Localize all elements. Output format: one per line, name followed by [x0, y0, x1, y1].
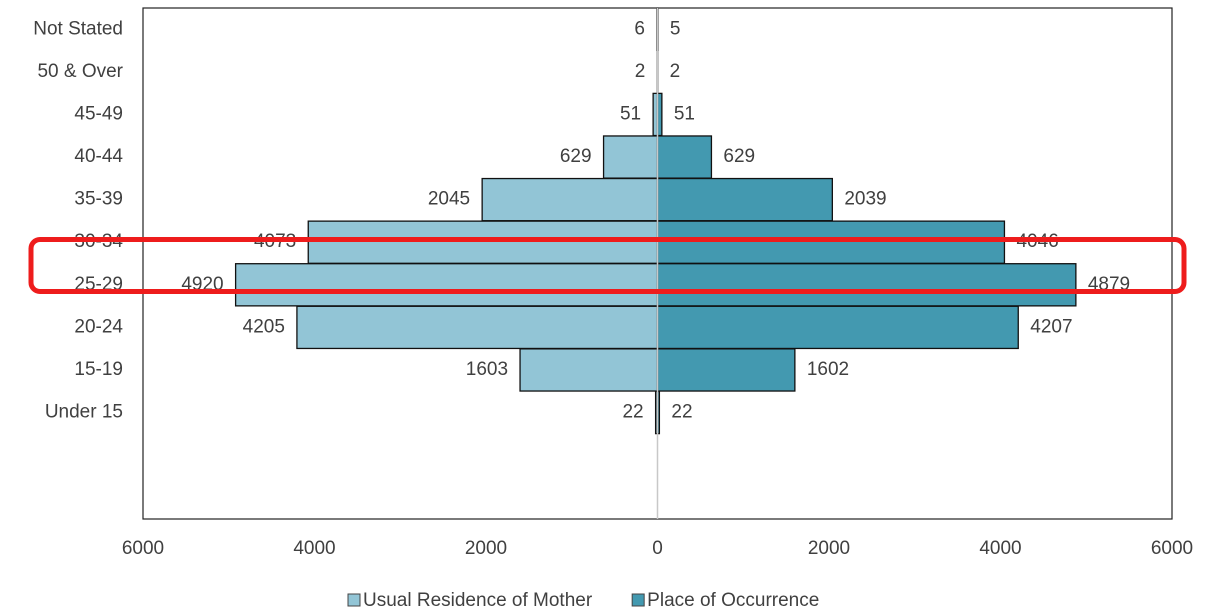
y-tick-label: Under 15 [45, 402, 123, 423]
bar [519, 348, 659, 392]
bar [296, 305, 659, 350]
bar [656, 177, 833, 222]
data-label: 51 [674, 103, 695, 124]
data-label: 4205 [243, 316, 285, 337]
legend-swatch [347, 593, 361, 607]
x-tick-label: 2000 [465, 538, 507, 559]
y-tick-label: 15-19 [74, 359, 123, 380]
data-label: 6 [634, 18, 645, 39]
y-tick-label: 50 & Over [37, 61, 123, 82]
data-label: 51 [620, 103, 641, 124]
data-label: 2 [670, 61, 681, 82]
x-tick-label: 4000 [293, 538, 335, 559]
x-tick-label: 4000 [979, 538, 1021, 559]
y-tick-label: 20-24 [74, 316, 123, 337]
bar [656, 263, 1077, 307]
bar [656, 135, 713, 179]
bar [481, 177, 659, 222]
x-tick-label: 6000 [122, 538, 164, 559]
legend-label: Place of Occurrence [647, 590, 819, 611]
data-label: 2045 [428, 189, 470, 210]
bar [656, 348, 796, 392]
x-tick-label: 0 [652, 538, 663, 559]
data-label: 22 [671, 402, 692, 423]
y-tick-label: Not Stated [33, 18, 123, 39]
data-label: 629 [560, 146, 592, 167]
data-label: 2039 [844, 189, 886, 210]
data-label: 1603 [466, 359, 508, 380]
x-tick-label: 6000 [1151, 538, 1193, 559]
data-label: 2 [635, 61, 646, 82]
data-label: 4207 [1030, 316, 1072, 337]
bar [656, 305, 1019, 350]
x-tick-label: 2000 [808, 538, 850, 559]
bar [656, 220, 1006, 264]
y-tick-label: 40-44 [74, 146, 123, 167]
bar [307, 220, 659, 264]
data-label: 5 [670, 18, 681, 39]
data-label: 22 [622, 402, 643, 423]
data-label: 1602 [807, 359, 849, 380]
y-tick-label: 35-39 [74, 189, 123, 210]
data-label: 629 [723, 146, 755, 167]
bar [234, 263, 659, 307]
highlight-box [28, 237, 1187, 294]
bar [602, 135, 659, 179]
y-tick-label: 45-49 [74, 103, 123, 124]
legend-swatch [631, 593, 645, 607]
legend-label: Usual Residence of Mother [363, 590, 593, 611]
